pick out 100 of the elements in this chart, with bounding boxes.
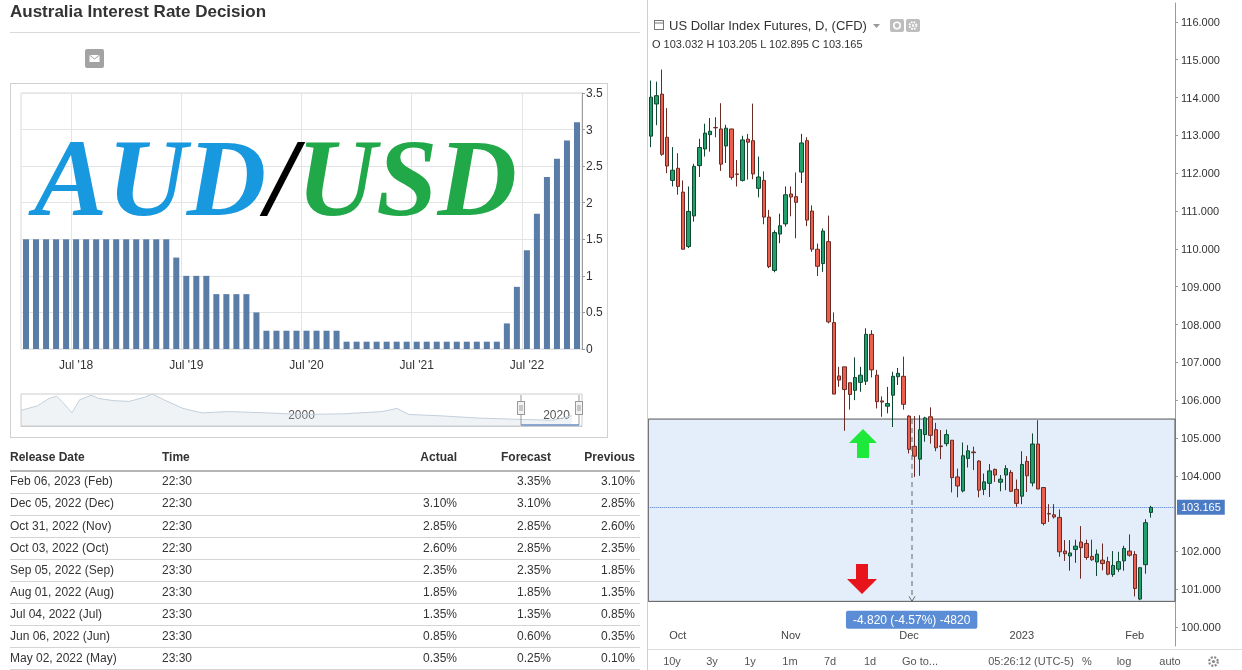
candlestick: [1095, 549, 1099, 577]
text: 1.85%: [516, 584, 551, 599]
candlestick: [912, 415, 917, 478]
bar: [213, 294, 220, 349]
bar: [313, 330, 320, 349]
text: 22:30: [162, 496, 193, 511]
bar: [363, 341, 370, 349]
x-tick-label: Jul '18: [58, 358, 94, 372]
y-tick-label: 3: [586, 122, 593, 137]
x-tick-label: Nov: [780, 628, 802, 641]
bar: [233, 294, 240, 349]
candlestick: [1068, 539, 1072, 572]
bar: [243, 294, 250, 349]
bar: [323, 330, 330, 349]
y-tick-label: 2.5: [586, 159, 604, 174]
text: 3.10%: [600, 474, 635, 489]
x-tick-label: Jul '22: [509, 358, 545, 372]
text: 1.35%: [516, 606, 551, 621]
bar: [353, 341, 360, 349]
text: Oct 31, 2022 (Nov): [10, 518, 112, 533]
candlestick: [724, 124, 728, 164]
candlestick: [885, 386, 890, 414]
band-label: -4.820 (-4.57%) -4820: [852, 612, 971, 627]
bar: [533, 213, 540, 349]
bar: [373, 341, 380, 349]
text: 22:30: [162, 474, 193, 489]
bar: [253, 312, 260, 349]
candlestick: [1025, 455, 1029, 493]
y-tick-label: 106.000: [1181, 394, 1221, 407]
y-tick-label: 1: [586, 268, 593, 283]
x-tick-label: 2020: [543, 408, 571, 422]
candlestick: [821, 227, 825, 273]
text: 3.10%: [422, 496, 457, 511]
candlestick: [901, 356, 906, 411]
candlestick: [1149, 505, 1153, 519]
bar: [93, 239, 100, 349]
bar: [283, 330, 290, 349]
bar: [403, 341, 410, 349]
candlestick: [756, 156, 761, 198]
text: Dec 05, 2022 (Dec): [10, 496, 115, 511]
text: 1y: [744, 655, 756, 668]
candlestick: [1073, 539, 1078, 564]
bar: [573, 122, 580, 349]
bar: [293, 330, 300, 349]
bar: [193, 275, 200, 349]
candlestick: [998, 474, 1003, 492]
y-tick-label: 115.000: [1181, 53, 1220, 66]
y-tick-label: 110.000: [1181, 242, 1220, 255]
bar: [83, 239, 90, 349]
bar: [203, 275, 210, 349]
bar: [523, 250, 530, 349]
text: 1d: [863, 655, 877, 668]
text: 2.35%: [422, 562, 457, 577]
candlestick: [1030, 432, 1035, 487]
candlestick: [719, 102, 723, 172]
text: Feb 06, 2023 (Feb): [10, 474, 113, 489]
x-tick-label: Jul '19: [169, 358, 204, 372]
text: May 02, 2022 (May): [10, 650, 117, 665]
text: Go to...: [901, 655, 939, 668]
y-tick-label: 2: [586, 195, 593, 210]
bar: [123, 239, 130, 349]
text: 2.60%: [600, 518, 635, 533]
text: 1.35%: [422, 606, 457, 621]
text: log: [1116, 655, 1132, 668]
text: Oct 03, 2022 (Oct): [10, 540, 109, 555]
candlestick: [670, 146, 675, 187]
text: 2.85%: [600, 496, 635, 511]
text: 22:30: [162, 540, 193, 555]
y-tick-label: 1.5: [586, 232, 604, 247]
bar: [473, 341, 480, 349]
candlestick: [907, 414, 911, 454]
bar: [423, 341, 430, 349]
text: 3.35%: [516, 474, 551, 489]
text: Sep 05, 2022 (Sep): [10, 562, 115, 577]
y-tick-label: 112.000: [1181, 167, 1220, 180]
x-tick-label: 2000: [288, 408, 316, 422]
text: 23:30: [162, 628, 193, 643]
x-tick-label: 2023: [1009, 628, 1035, 641]
bar: [303, 330, 310, 349]
text: 2.35%: [600, 540, 635, 555]
bar: [183, 275, 190, 349]
text: 1m: [782, 655, 798, 668]
bar: [273, 330, 280, 349]
bar: [103, 239, 110, 349]
text: Jun 06, 2022 (Jun): [10, 628, 111, 643]
y-tick-label: 0: [586, 342, 593, 356]
candlestick: [993, 468, 997, 483]
bar: [223, 294, 230, 349]
candlestick: [977, 459, 981, 498]
bar: [153, 239, 160, 349]
bar: [493, 341, 500, 349]
y-tick-label: 109.000: [1181, 280, 1221, 293]
bar: [43, 239, 50, 349]
bar: [113, 239, 120, 349]
text: Aug 01, 2022 (Aug): [10, 584, 115, 599]
bar: [513, 286, 520, 349]
category-label: Previous: [584, 449, 635, 466]
text: 0.35%: [600, 628, 635, 643]
candlestick: [971, 446, 976, 471]
text: 2.85%: [516, 540, 551, 555]
